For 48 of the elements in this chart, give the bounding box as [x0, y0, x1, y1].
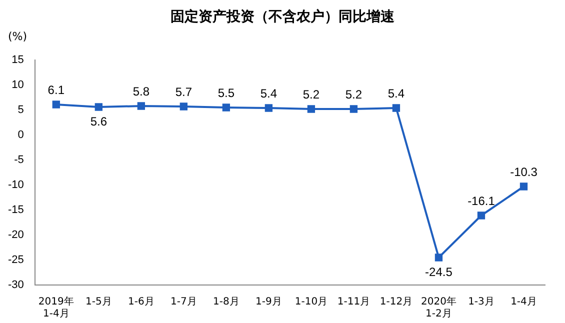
- y-tick-label: 5: [18, 104, 24, 116]
- data-label: -24.5: [425, 264, 453, 279]
- x-tick-label: 1-9月: [256, 296, 282, 308]
- x-tick-label: 1-6月: [128, 296, 154, 308]
- data-label: 5.4: [388, 86, 405, 100]
- y-tick-label: -10: [8, 179, 24, 192]
- y-axis-title: (%): [8, 30, 28, 43]
- y-tick-label: 15: [12, 54, 24, 66]
- chart-title: 固定资产投资（不含农户）同比增速: [170, 8, 396, 26]
- y-tick-label: -30: [8, 279, 24, 292]
- data-label: 6.1: [48, 82, 65, 97]
- data-label: 5.2: [302, 87, 320, 102]
- x-tick-label: 2019年 1-4月: [38, 296, 74, 320]
- point: [94, 103, 102, 111]
- x-tick-label: 1-12月: [380, 296, 413, 308]
- y-tick-label: -5: [14, 154, 24, 166]
- data-label: 5.8: [132, 84, 150, 98]
- x-tick-label: 1-5月: [85, 296, 112, 308]
- x-tick-label: 1-4月: [510, 296, 537, 308]
- data-label: 5.2: [345, 87, 362, 102]
- y-tick-label: -20: [8, 229, 24, 242]
- point: [307, 105, 316, 113]
- x-tick-label: 1-10月: [294, 296, 328, 308]
- x-tick-label: 1-11月: [337, 296, 370, 308]
- point: [180, 102, 188, 110]
- x-tick-label: 2020年 1-2月: [421, 296, 456, 320]
- data-label: 5.7: [175, 84, 192, 99]
- point: [137, 102, 145, 110]
- point: [477, 212, 486, 220]
- data-label: 5.4: [260, 86, 278, 100]
- point: [392, 104, 400, 112]
- data-label: -16.1: [468, 194, 496, 208]
- x-tick-label: 1-8月: [213, 296, 240, 308]
- data-label: 5.6: [90, 114, 108, 128]
- point: [222, 104, 230, 112]
- x-tick-label: 1-7月: [170, 296, 197, 308]
- point: [264, 104, 273, 112]
- data-label: 5.5: [218, 86, 235, 100]
- y-tick-label: 10: [12, 79, 24, 92]
- point: [350, 105, 358, 113]
- x-tick-label: 1-3月: [468, 296, 494, 308]
- y-tick-label: 0: [18, 129, 24, 142]
- point: [434, 254, 443, 262]
- y-tick-label: -25: [8, 254, 24, 266]
- point: [52, 100, 60, 108]
- data-label: -10.3: [510, 164, 538, 179]
- point: [520, 182, 528, 190]
- y-tick-label: -15: [8, 204, 24, 216]
